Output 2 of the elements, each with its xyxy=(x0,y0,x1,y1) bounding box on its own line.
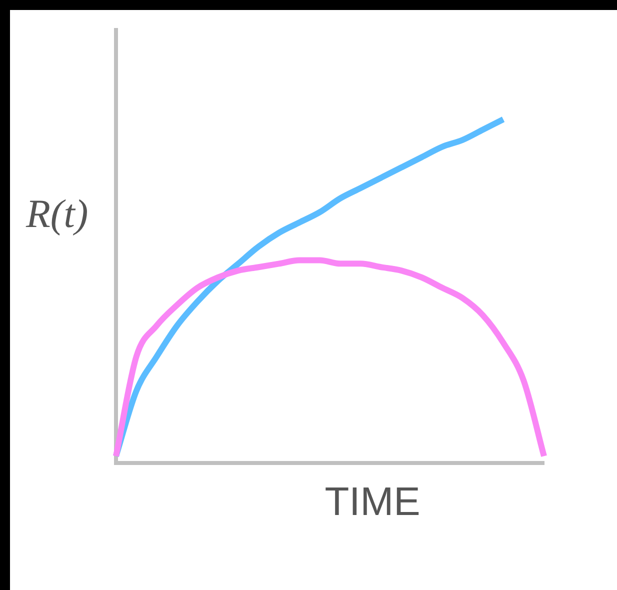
x-axis-title: TIME xyxy=(324,480,422,525)
y-axis-title: R(t) xyxy=(26,190,88,237)
